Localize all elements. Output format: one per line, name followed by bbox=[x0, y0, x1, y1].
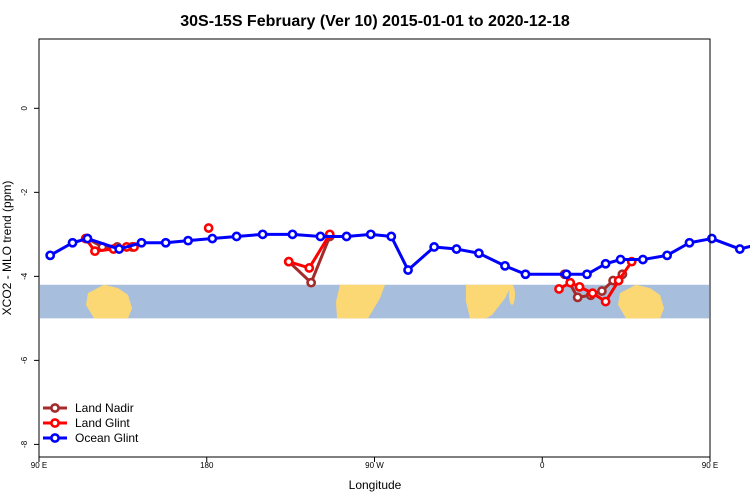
ocean-glint-point bbox=[403, 265, 413, 275]
land-glint-point bbox=[203, 223, 214, 233]
series-ocean-glint bbox=[45, 229, 750, 280]
x-axis-title: Longitude bbox=[349, 478, 402, 492]
ocean-glint-point bbox=[582, 269, 592, 280]
ocean-glint-point bbox=[45, 250, 56, 261]
land-australia-west bbox=[86, 284, 132, 319]
x-tick-label: 90 E bbox=[702, 461, 718, 470]
land-glint-point bbox=[587, 288, 598, 299]
ocean-glint-point bbox=[638, 254, 648, 265]
land-south-america bbox=[336, 284, 385, 319]
y-tick-label: 0 bbox=[20, 106, 29, 111]
ocean-glint-point bbox=[183, 235, 194, 246]
ocean-glint-point bbox=[114, 244, 125, 254]
legend-swatch-marker bbox=[50, 433, 60, 443]
x-tick-label: 180 bbox=[200, 461, 214, 470]
ocean-glint-line bbox=[49, 232, 750, 276]
land-nadir-point bbox=[596, 286, 607, 296]
ocean-glint-point bbox=[600, 258, 611, 269]
land-glint-point bbox=[304, 263, 315, 273]
legend-item-land-nadir: Land Nadir bbox=[43, 401, 134, 415]
ocean-glint-point bbox=[520, 269, 531, 280]
land-glint-point bbox=[600, 296, 611, 307]
legend-swatch-marker bbox=[50, 418, 60, 428]
ocean-glint-point bbox=[429, 242, 440, 252]
land-glint-point bbox=[574, 281, 585, 292]
series-land-glint bbox=[80, 223, 637, 307]
legend-label: Land Nadir bbox=[75, 401, 134, 415]
land-nadir-point bbox=[306, 277, 317, 288]
ocean-glint-point bbox=[136, 237, 147, 248]
legend-label: Ocean Glint bbox=[75, 431, 139, 445]
ocean-glint-point bbox=[561, 269, 572, 280]
plot-frame bbox=[38, 38, 711, 458]
ocean-glint-point bbox=[257, 229, 268, 240]
land-glint-point bbox=[554, 284, 564, 294]
land-nadir-point bbox=[572, 292, 583, 303]
y-axis: 0 -2 -4 -6 -8 bbox=[20, 106, 39, 448]
ocean-glint-point bbox=[341, 231, 352, 242]
x-tick-label: 0 bbox=[540, 461, 545, 470]
ocean-glint-point bbox=[82, 233, 93, 244]
x-tick-label: 90 W bbox=[365, 461, 384, 470]
land-africa bbox=[466, 284, 512, 319]
y-tick-label: -4 bbox=[20, 272, 29, 280]
legend-item-ocean-glint: Ocean Glint bbox=[43, 431, 139, 445]
y-tick-label: -6 bbox=[20, 356, 29, 364]
ocean-glint-point bbox=[615, 254, 626, 265]
legend-item-land-glint: Land Glint bbox=[43, 416, 130, 430]
series-layer bbox=[45, 223, 750, 307]
legend-label: Land Glint bbox=[75, 416, 130, 430]
ocean-glint-point bbox=[473, 248, 484, 259]
land-glint-point bbox=[283, 256, 294, 267]
x-tick-label: 90 E bbox=[31, 461, 47, 470]
land-glint-point bbox=[613, 275, 624, 286]
chart-title: 30S-15S February (Ver 10) 2015-01-01 to … bbox=[180, 13, 570, 30]
y-tick-label: -2 bbox=[20, 188, 29, 196]
ocean-glint-point bbox=[287, 229, 298, 240]
ocean-glint-point bbox=[67, 237, 78, 248]
land-madagascar bbox=[509, 284, 515, 305]
ocean-glint-point bbox=[315, 231, 326, 242]
land-australia-east bbox=[618, 284, 664, 319]
land-glint-point bbox=[565, 277, 576, 288]
ocean-glint-point bbox=[231, 231, 242, 242]
y-axis-title: XCO2 - MLO trend (ppm) bbox=[0, 181, 14, 316]
ocean-glint-point bbox=[734, 244, 745, 254]
ocean-glint-point bbox=[365, 229, 376, 240]
legend-swatch-marker bbox=[50, 403, 60, 413]
ocean-glint-point bbox=[451, 244, 462, 254]
y-tick-label: -8 bbox=[20, 440, 29, 448]
ocean-glint-point bbox=[706, 233, 717, 244]
ocean-glint-point bbox=[500, 260, 510, 271]
ocean-glint-point bbox=[207, 233, 218, 244]
land-glint-point bbox=[90, 246, 100, 257]
ocean-glint-point bbox=[160, 237, 171, 248]
x-axis: 90 E 180 90 W 0 90 E bbox=[31, 457, 718, 470]
ocean-glint-point bbox=[386, 231, 397, 242]
ocean-glint-point bbox=[684, 237, 695, 248]
ocean-glint-point bbox=[662, 250, 673, 261]
